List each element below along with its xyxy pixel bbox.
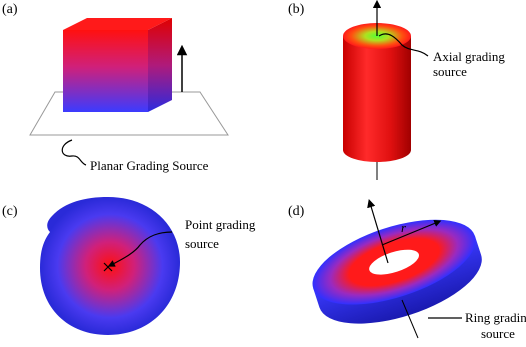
sphere [40, 197, 180, 335]
ring-axis-bottom [401, 299, 419, 339]
planar-source-label: Planar Grading Source [90, 158, 209, 173]
radius-label: r [401, 220, 407, 235]
cylinder-body [343, 36, 411, 162]
panel-d: (d) r Ring grading source [288, 198, 526, 341]
ring-label-line1: Ring grading [465, 310, 526, 325]
axial-label-line1: Axial grading [433, 49, 505, 64]
cube-front-face [63, 30, 148, 112]
panel-a-letter: (a) [2, 2, 18, 17]
panel-b: (b) Axial grading source [288, 0, 505, 180]
axial-leader-line [378, 33, 429, 57]
axial-label-line2: source [433, 64, 467, 79]
point-label-line2: source [185, 236, 219, 251]
panel-d-letter: (d) [288, 204, 305, 219]
cube-top-face [63, 18, 172, 30]
panel-b-letter: (b) [288, 2, 305, 17]
panel-c: (c) Point grading source [2, 197, 256, 335]
ring-normal-arrow [367, 198, 389, 264]
panel-a: (a) Planar Grading Source [2, 2, 229, 173]
ring-label-line2: source [481, 326, 515, 341]
ring-hole [369, 249, 419, 275]
point-leader-line [107, 231, 173, 267]
radius-arrow [381, 220, 442, 246]
panel-c-letter: (c) [2, 204, 18, 219]
cube-side-face [148, 18, 172, 112]
ring [312, 219, 482, 324]
point-label-line1: Point grading [185, 217, 256, 232]
planar-leader-line [61, 139, 87, 166]
